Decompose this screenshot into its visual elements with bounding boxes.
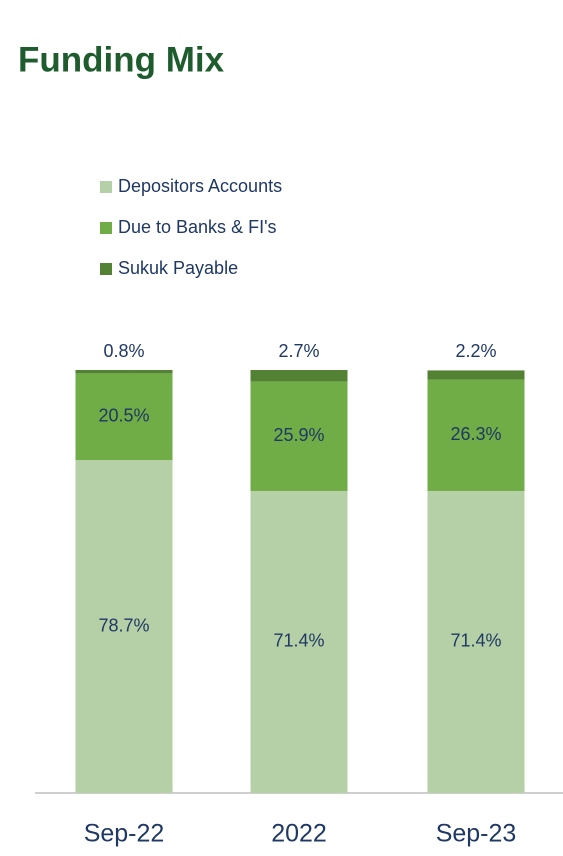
data-label: 0.8% [103,341,144,361]
bar-segment [75,373,173,461]
data-label: 20.5% [98,405,149,425]
data-label: 71.4% [450,631,501,651]
bar-segment [427,379,525,491]
bar-segment [250,490,348,793]
bar-segment [427,490,525,793]
data-label: 2.7% [278,341,319,361]
x-tick-label: Sep-23 [436,820,517,848]
legend-swatch [100,263,112,275]
data-label: 2.2% [455,341,496,361]
bar-segment [250,381,348,491]
data-label: 71.4% [273,631,324,651]
chart-title: Funding Mix [18,40,225,79]
x-tick-label: Sep-22 [84,820,165,848]
data-label: 78.7% [98,615,149,635]
bar-segment [427,370,525,380]
legend-swatch [100,222,112,234]
legend-label: Due to Banks & FI's [118,217,277,237]
bar-segment [75,460,173,793]
legend-label: Sukuk Payable [118,258,238,278]
bar-segment [250,370,348,382]
data-label: 26.3% [450,424,501,444]
x-tick-label: 2022 [271,820,327,848]
bar-segment [75,370,173,374]
legend-label: Depositors Accounts [118,176,282,196]
data-label: 25.9% [273,425,324,445]
legend-swatch [100,181,112,193]
